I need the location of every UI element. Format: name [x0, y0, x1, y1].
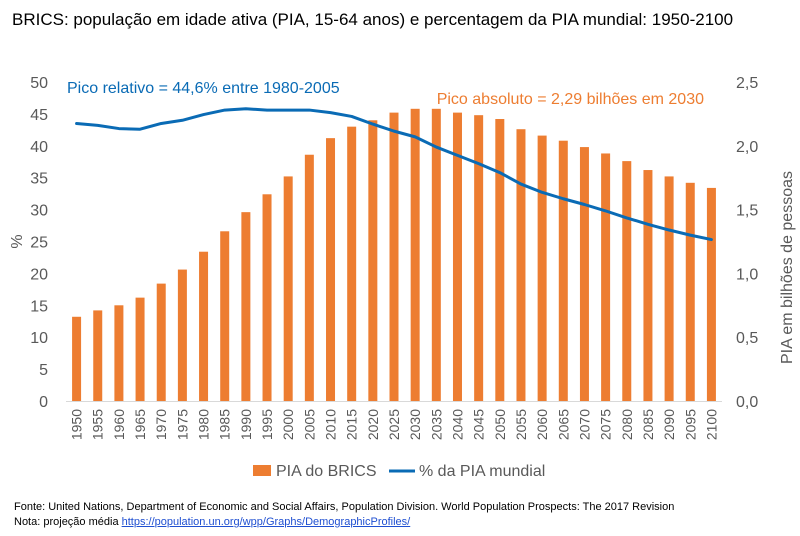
annotation-relative-peak: Pico relativo = 44,6% entre 1980-2005: [67, 80, 340, 97]
y-left-axis-label: %: [9, 234, 26, 248]
x-tick-label-1985: 1985: [217, 409, 233, 440]
y-left-tick-label: 15: [30, 298, 48, 315]
x-tick-label-2005: 2005: [301, 409, 317, 440]
x-tick-label-2100: 2100: [703, 409, 719, 440]
x-tick-label-2055: 2055: [513, 409, 529, 440]
x-tick-label-2060: 2060: [534, 409, 550, 440]
x-tick-label-2045: 2045: [471, 409, 487, 440]
bar-2010: [326, 138, 336, 401]
bar-2025: [389, 112, 399, 402]
x-tick-label-2040: 2040: [449, 409, 465, 440]
y-left-tick-label: 30: [30, 203, 48, 220]
y-left-tick-label: 35: [30, 171, 48, 188]
x-tick-label-2065: 2065: [555, 409, 571, 440]
x-tick-label-2025: 2025: [386, 409, 402, 440]
bar-1965: [135, 297, 145, 401]
bar-2100: [706, 187, 716, 401]
x-tick-label-2035: 2035: [428, 409, 444, 440]
bar-1995: [262, 194, 272, 401]
x-tick-label-2080: 2080: [619, 409, 635, 440]
bar-2085: [643, 170, 653, 401]
legend-swatch-bar: [253, 465, 271, 476]
bar-2065: [558, 140, 568, 401]
x-tick-label-1975: 1975: [174, 409, 190, 440]
y-left-tick-label: 40: [30, 139, 48, 156]
y-right-tick-label: 0,0: [736, 394, 758, 411]
y-right-tick-label: 2,5: [736, 75, 758, 92]
chart-title: BRICS: população em idade ativa (PIA, 15…: [12, 10, 734, 29]
y-right-tick-label: 1,5: [736, 203, 758, 220]
bar-2035: [431, 108, 441, 402]
bar-1950: [72, 316, 82, 401]
bar-2040: [452, 112, 462, 402]
x-tick-label-1965: 1965: [132, 409, 148, 440]
bar-2030: [410, 108, 420, 402]
x-tick-label-2050: 2050: [492, 409, 508, 440]
x-tick-label-1970: 1970: [153, 409, 169, 440]
bar-2060: [537, 135, 547, 401]
bar-2090: [664, 176, 674, 401]
x-tick-label-2095: 2095: [682, 409, 698, 440]
x-tick-label-2075: 2075: [598, 409, 614, 440]
footer-source: Fonte: United Nations, Department of Eco…: [14, 501, 675, 513]
bar-1970: [156, 283, 166, 401]
x-tick-label-1990: 1990: [238, 409, 254, 440]
x-tick-label-2070: 2070: [576, 409, 592, 440]
bar-1975: [177, 269, 187, 401]
y-right-axis-label: PIA em bilhões de pessoas: [779, 171, 796, 364]
bar-1990: [241, 212, 251, 401]
x-tick-label-1950: 1950: [69, 409, 85, 440]
x-tick-label-1960: 1960: [111, 409, 127, 440]
y-left-tick-label: 0: [39, 394, 48, 411]
x-tick-label-2000: 2000: [280, 409, 296, 440]
x-tick-label-1980: 1980: [196, 409, 212, 440]
y-left-tick-label: 25: [30, 235, 48, 252]
x-tick-label-2010: 2010: [323, 409, 339, 440]
y-right-tick-label: 2,0: [736, 139, 758, 156]
bar-2000: [283, 176, 293, 401]
bar-2050: [495, 119, 505, 401]
footer-note-link[interactable]: https://population.un.org/wpp/Graphs/Dem…: [121, 516, 411, 528]
y-left-tick-label: 20: [30, 266, 48, 283]
y-left-tick-label: 50: [30, 75, 48, 92]
x-tick-label-1995: 1995: [259, 409, 275, 440]
legend: PIA do BRICS % da PIA mundial: [253, 463, 545, 480]
bar-1980: [199, 251, 209, 401]
line-layer: [75, 107, 713, 242]
footer-note: Nota: projeção média https://population.…: [14, 516, 410, 528]
line-series-pct-world: [75, 107, 713, 242]
legend-label-bar: PIA do BRICS: [276, 463, 377, 480]
annotation-layer: Pico relativo = 44,6% entre 1980-2005 Pic…: [67, 80, 704, 108]
bar-2055: [516, 129, 526, 401]
bar-2045: [474, 115, 484, 402]
bar-2095: [685, 182, 695, 401]
x-tick-label-2020: 2020: [365, 409, 381, 440]
x-tick-label-2030: 2030: [407, 409, 423, 440]
annotation-absolute-peak: Pico absoluto = 2,29 bilhões em 2030: [437, 91, 704, 108]
bar-2005: [304, 154, 314, 401]
bars-layer: [72, 108, 716, 402]
bar-2075: [601, 153, 611, 401]
y-right-tick-label: 1,0: [736, 266, 758, 283]
bar-2070: [579, 147, 589, 401]
y-right-tick-label: 0,5: [736, 330, 758, 347]
y-left-tick-label: 45: [30, 107, 48, 124]
bar-1960: [114, 305, 124, 401]
y-left-tick-label: 5: [39, 362, 48, 379]
x-tick-label-2085: 2085: [640, 409, 656, 440]
x-tick-label-1955: 1955: [90, 409, 106, 440]
bar-1955: [93, 310, 103, 401]
bar-2020: [368, 120, 378, 401]
x-tick-label-2090: 2090: [661, 409, 677, 440]
y-left-tick-label: 10: [30, 330, 48, 347]
bar-2015: [347, 126, 357, 401]
bar-1985: [220, 231, 230, 401]
footer-note-prefix: Nota: projeção média: [14, 516, 122, 528]
bar-2080: [622, 161, 632, 401]
legend-label-line: % da PIA mundial: [419, 463, 545, 480]
x-tick-label-2015: 2015: [344, 409, 360, 440]
